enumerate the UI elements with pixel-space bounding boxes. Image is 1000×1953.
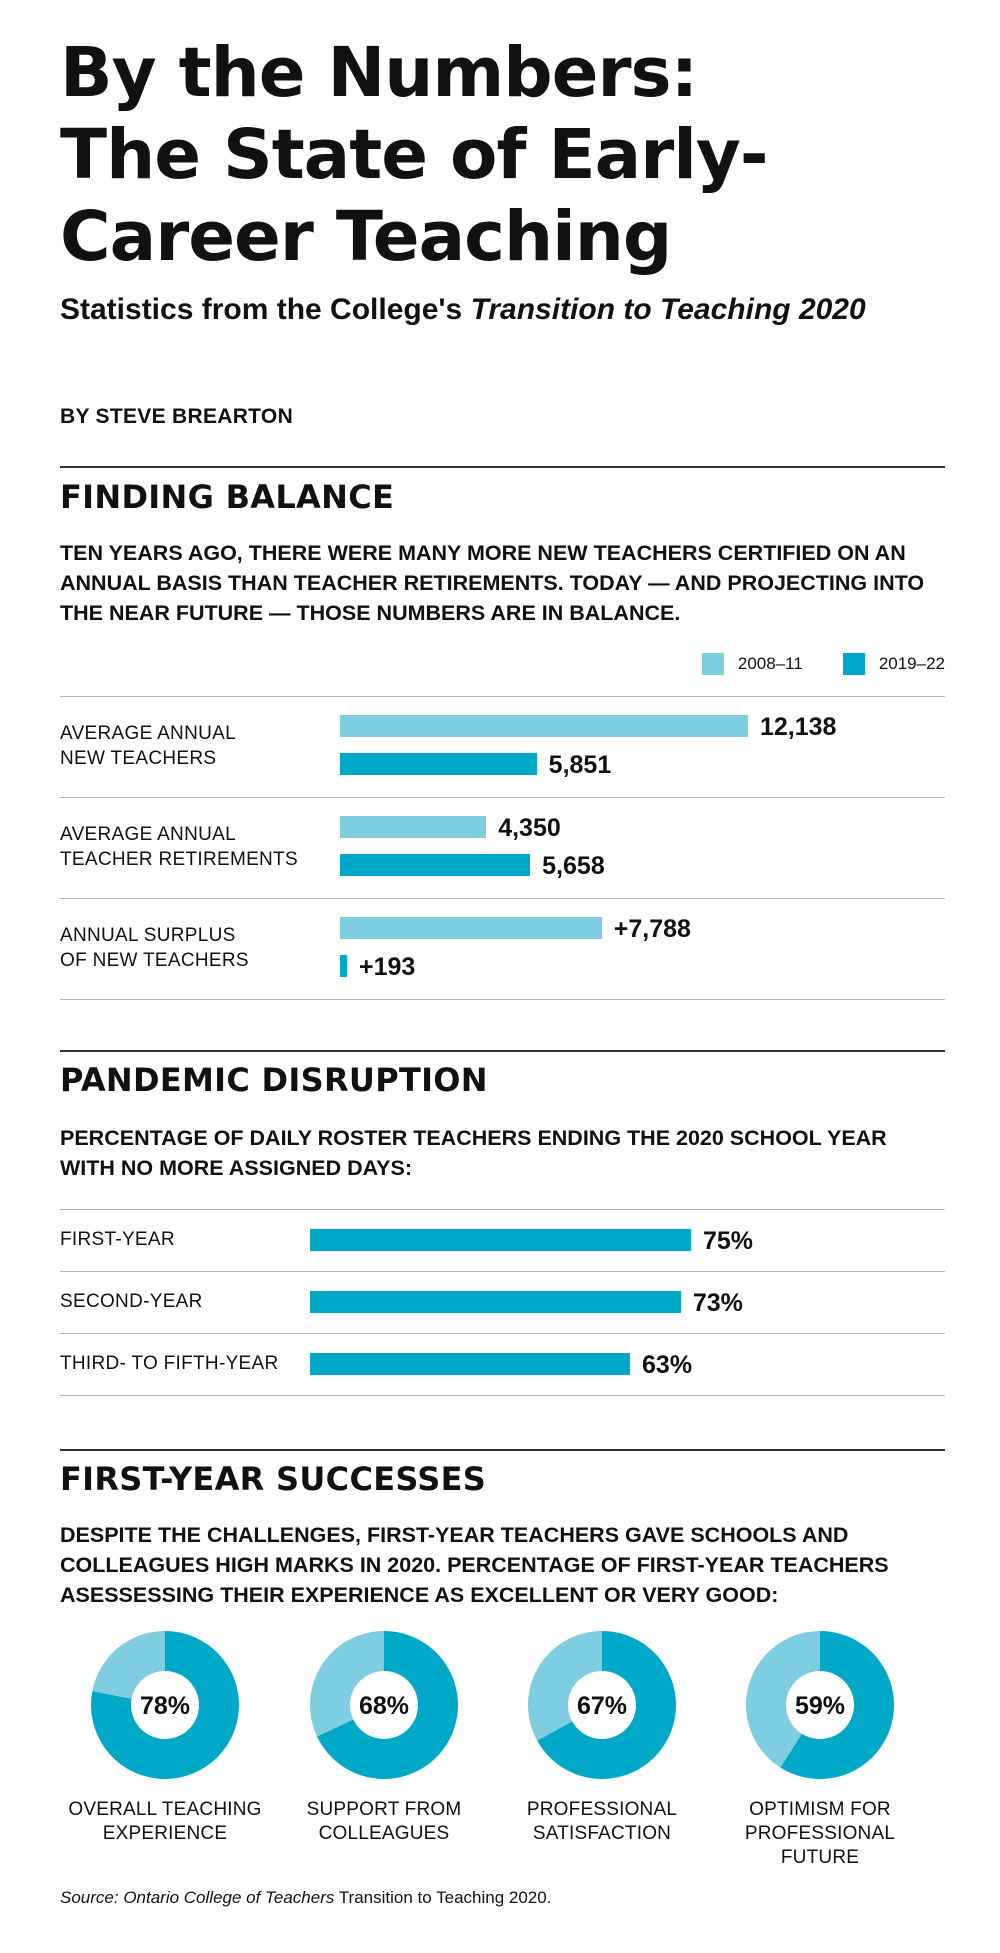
legend-swatch-2008-11 bbox=[701, 653, 724, 675]
donut-svg-2: 67% bbox=[528, 1631, 676, 1779]
donut-slice-remainder-2 bbox=[528, 1631, 602, 1741]
bar-2008-11-0 bbox=[340, 715, 748, 737]
value-label-2019-22-2: +193 bbox=[359, 953, 416, 981]
row-divider bbox=[60, 1395, 945, 1396]
row-divider bbox=[60, 999, 945, 1000]
section-divider bbox=[60, 1449, 945, 1451]
subtitle-italic: Transition to Teaching 2020 bbox=[470, 293, 866, 326]
donut-caption-3: OPTIMISM FOR PROFESSIONAL FUTURE bbox=[744, 1799, 896, 1868]
balance-title: FINDING BALANCE bbox=[60, 478, 395, 516]
bar-2019-22-1 bbox=[340, 854, 531, 876]
successes-title: FIRST-YEAR SUCCESSES bbox=[60, 1460, 487, 1498]
donut-caption-1: SUPPORT FROM COLLEAGUES bbox=[306, 1799, 462, 1844]
bar-2019-22-0 bbox=[340, 753, 537, 775]
donut-caption-2: PROFESSIONAL SATISFACTION bbox=[526, 1799, 678, 1844]
legend-label-2008-11: 2008–11 bbox=[737, 654, 803, 673]
donut-svg-0: 78% bbox=[91, 1631, 239, 1779]
row-divider bbox=[60, 898, 945, 899]
donut-value-label-2: 67% bbox=[577, 1692, 627, 1720]
section-divider bbox=[60, 1050, 945, 1052]
value-label-2008-11-0: 12,138 bbox=[760, 713, 837, 741]
bar-third-to-fifth-year bbox=[310, 1353, 631, 1375]
row-divider bbox=[60, 1333, 945, 1334]
bar-2019-22-2 bbox=[340, 955, 347, 977]
category-label-second-year: SECOND-YEAR bbox=[60, 1291, 203, 1312]
category-label-average-annual-teacher-retirements: AVERAGE ANNUAL TEACHER RETIREMENTS bbox=[60, 824, 298, 870]
value-label-2008-11-2: +7,788 bbox=[613, 915, 691, 943]
legend-label-2019-22: 2019–22 bbox=[878, 654, 945, 673]
value-label-first-year: 75% bbox=[703, 1227, 754, 1255]
row-divider bbox=[60, 696, 945, 697]
donut-slice-remainder-1 bbox=[310, 1631, 384, 1737]
value-label-second-year: 73% bbox=[692, 1289, 743, 1317]
row-divider bbox=[60, 1209, 945, 1210]
donut-slice-value-0 bbox=[91, 1631, 239, 1779]
donut-slice-value-2 bbox=[537, 1631, 676, 1779]
donut-optimism-for-professional-future: 59% OPTIMISM FOR PROFESSIONAL FUTURE bbox=[710, 1630, 930, 1870]
row-divider bbox=[60, 1271, 945, 1272]
donut-overall-teaching-experience: 78% OVERALL TEACHING EXPERIENCE bbox=[55, 1630, 275, 1846]
pandemic-description: PERCENTAGE OF DAILY ROSTER TEACHERS ENDI… bbox=[60, 1126, 887, 1180]
donut-value-label-1: 68% bbox=[359, 1692, 409, 1720]
page-title: By the Numbers: The State of Early- Care… bbox=[60, 33, 769, 277]
page-subtitle: Statistics from the College's Transition… bbox=[60, 290, 866, 330]
donut-value-label-3: 59% bbox=[795, 1692, 845, 1720]
bar-2008-11-1 bbox=[340, 816, 487, 838]
byline: BY STEVE BREARTON bbox=[60, 405, 294, 428]
value-label-2008-11-1: 4,350 bbox=[498, 814, 561, 842]
row-divider bbox=[60, 797, 945, 798]
donut-svg-1: 68% bbox=[310, 1631, 458, 1779]
category-label-first-year: FIRST-YEAR bbox=[60, 1229, 175, 1250]
bar-second-year bbox=[310, 1291, 681, 1313]
bar-2008-11-2 bbox=[340, 917, 602, 939]
pandemic-title: PANDEMIC DISRUPTION bbox=[60, 1061, 488, 1099]
source-label: Source: bbox=[60, 1888, 124, 1907]
donut-slice-remainder-3 bbox=[746, 1631, 820, 1768]
category-label-average-annual-new-teachers: AVERAGE ANNUAL NEW TEACHERS bbox=[60, 723, 236, 769]
value-label-2019-22-1: 5,658 bbox=[542, 852, 605, 880]
value-label-2019-22-0: 5,851 bbox=[548, 751, 612, 779]
subtitle-plain: Statistics from the College's bbox=[60, 293, 471, 326]
donut-svg-3: 59% bbox=[746, 1631, 894, 1779]
donut-slice-value-1 bbox=[317, 1631, 458, 1779]
legend-swatch-2019-22 bbox=[842, 653, 865, 675]
balance-description: TEN YEARS AGO, THERE WERE MANY MORE NEW … bbox=[60, 541, 925, 625]
successes-description: DESPITE THE CHALLENGES, FIRST-YEAR TEACH… bbox=[60, 1523, 889, 1607]
donut-caption-0: OVERALL TEACHING EXPERIENCE bbox=[68, 1799, 262, 1844]
source-italic: Ontario College of Teachers bbox=[123, 1888, 335, 1907]
chart-legend: 2008–11 2019–22 bbox=[701, 653, 945, 675]
value-label-third-to-fifth-year: 63% bbox=[642, 1351, 693, 1379]
source-note: Source: Ontario College of Teachers Tran… bbox=[60, 1888, 551, 1908]
donut-professional-satisfaction: 67% PROFESSIONAL SATISFACTION bbox=[492, 1630, 712, 1846]
donut-value-label-0: 78% bbox=[140, 1692, 190, 1720]
donut-support-from-colleagues: 68% SUPPORT FROM COLLEAGUES bbox=[274, 1630, 494, 1846]
source-rest: Transition to Teaching 2020. bbox=[334, 1888, 552, 1907]
donut-slice-value-3 bbox=[780, 1631, 894, 1779]
category-label-third-to-fifth-year: THIRD- TO FIFTH-YEAR bbox=[60, 1353, 279, 1374]
bar-first-year bbox=[310, 1229, 691, 1251]
donut-slice-remainder-0 bbox=[92, 1631, 165, 1699]
category-label-annual-surplus-of-new-teachers: ANNUAL SURPLUS OF NEW TEACHERS bbox=[60, 925, 249, 971]
section-divider bbox=[60, 466, 945, 468]
